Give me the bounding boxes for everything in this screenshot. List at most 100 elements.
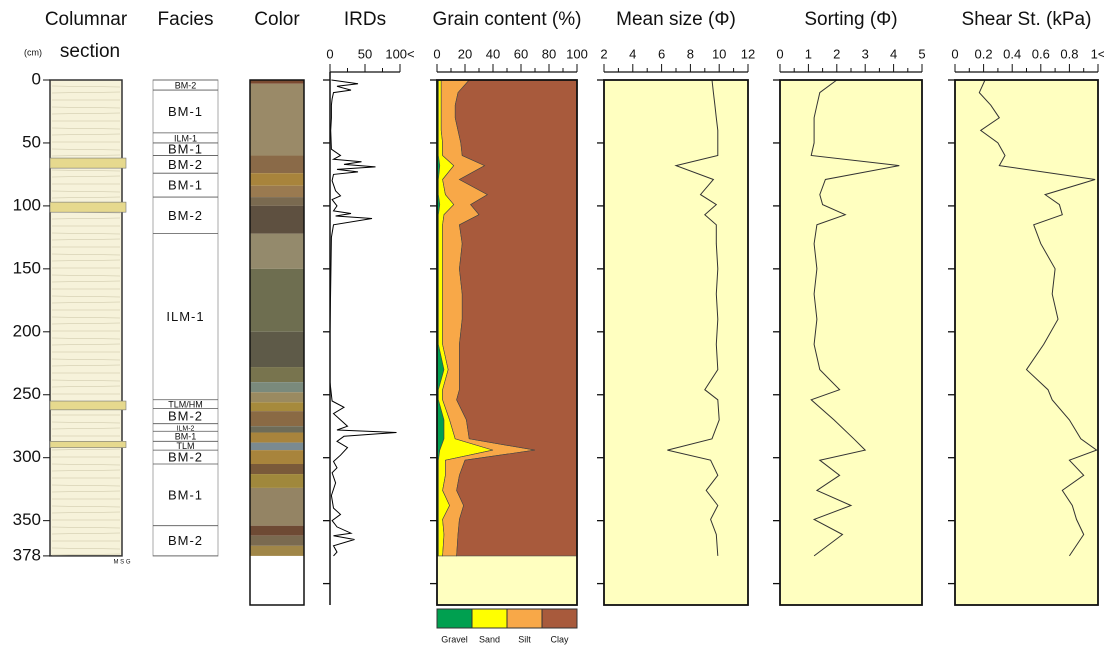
facies-label: BM-1	[168, 487, 203, 502]
x-tick-label: 5	[918, 46, 925, 61]
color-block	[250, 268, 304, 332]
facies-label: TLM/HM	[168, 400, 203, 410]
facies-label: ILM-1	[174, 133, 197, 143]
grain-area	[454, 79, 578, 557]
color-block	[250, 80, 304, 84]
facies-label: BM-2	[168, 208, 203, 223]
profile-line	[667, 79, 720, 556]
title: Mean size (Φ)	[616, 9, 736, 30]
x-tick-label: 4	[890, 46, 897, 61]
x-tick-label: 6	[658, 46, 665, 61]
x-label: M S G	[113, 560, 130, 566]
facies-label: BM-1	[168, 142, 203, 157]
legend-label: Silt	[518, 634, 531, 644]
lamination	[51, 385, 121, 388]
x-tick-label: 80	[542, 46, 556, 61]
y-tick-label: 0	[32, 69, 41, 88]
x-tick-label: 3	[862, 46, 869, 61]
lamination	[51, 232, 121, 235]
x-tick-label: 2	[833, 46, 840, 61]
lamination	[51, 427, 121, 430]
lamination	[51, 511, 121, 514]
x-tick-label: 0.8	[1060, 46, 1078, 61]
lamination	[51, 379, 121, 382]
lamination	[51, 490, 121, 493]
lamination	[51, 553, 121, 556]
x-tick-label: 60	[514, 46, 528, 61]
lamination	[51, 127, 121, 130]
color-block	[250, 173, 304, 186]
lamination	[51, 175, 121, 178]
lamination	[51, 337, 121, 340]
facies-label: ILM-2	[177, 425, 195, 432]
x-tick-label: 40	[486, 46, 500, 61]
color-block	[250, 331, 304, 368]
sand-layer	[49, 441, 127, 448]
lamination	[51, 463, 121, 466]
y-tick-label: 378	[13, 545, 41, 564]
lamination	[51, 274, 121, 277]
x-tick-label: 10	[712, 46, 726, 61]
x-tick-label: 0	[433, 46, 440, 61]
y-tick-label: 200	[13, 321, 41, 340]
legend-swatch	[436, 608, 473, 629]
color-block	[250, 411, 304, 427]
color-block	[250, 233, 304, 269]
x-tick-label: 20	[458, 46, 472, 61]
panel-frame	[436, 79, 578, 606]
color-block	[250, 426, 304, 433]
title: Grain content (%)	[433, 9, 582, 30]
panel-background	[604, 80, 748, 605]
color-block	[250, 402, 304, 412]
color-block	[250, 474, 304, 488]
lamination	[51, 547, 121, 550]
profile-line	[978, 79, 1098, 557]
facies-label: BM-2	[175, 80, 197, 90]
x-tick-label: 8	[687, 46, 694, 61]
color-block	[250, 450, 304, 464]
x-tick-label: 0	[326, 46, 333, 61]
color-block	[250, 442, 304, 451]
color-block	[250, 185, 304, 198]
profile-line	[810, 79, 900, 557]
lamination	[51, 196, 121, 199]
facies-label: BM-1	[168, 178, 203, 193]
color-frame	[249, 79, 305, 606]
y-tick-label: 300	[13, 447, 41, 466]
x-tick-label: 1	[805, 46, 812, 61]
lamination	[51, 148, 121, 151]
lamination	[51, 217, 121, 220]
legend-label: Clay	[550, 634, 569, 644]
lamination	[51, 301, 121, 304]
title: Columnar	[45, 9, 128, 30]
color-block	[250, 432, 304, 443]
lamination	[51, 448, 121, 451]
legend-swatch	[541, 608, 578, 629]
color-block	[250, 525, 304, 536]
x-tick-label: 0.6	[1032, 46, 1050, 61]
y-tick-label: 100	[13, 195, 41, 214]
lamination	[51, 280, 121, 283]
lamination	[51, 532, 121, 535]
lamination	[51, 238, 121, 241]
lamination	[51, 253, 121, 256]
profile-line	[329, 79, 397, 557]
lamination	[51, 421, 121, 424]
facies-label: BM-1	[175, 432, 197, 442]
title: Sorting (Φ)	[804, 9, 897, 30]
facies-frame	[152, 79, 219, 557]
x-tick-label: 100<	[385, 46, 414, 61]
lamination	[51, 469, 121, 472]
facies-label: ILM-1	[166, 309, 204, 324]
lamination	[51, 91, 121, 94]
lamination	[51, 316, 121, 319]
facies-label: BM-2	[168, 450, 203, 465]
panel-frame	[954, 79, 1099, 606]
color-block	[250, 392, 304, 403]
unit-label: (cm)	[24, 47, 42, 57]
y-tick-label: 350	[13, 510, 41, 529]
x-tick-label: 0.2	[975, 46, 993, 61]
facies-label: BM-2	[168, 409, 203, 424]
panel-background	[955, 80, 1098, 605]
lamination	[51, 484, 121, 487]
